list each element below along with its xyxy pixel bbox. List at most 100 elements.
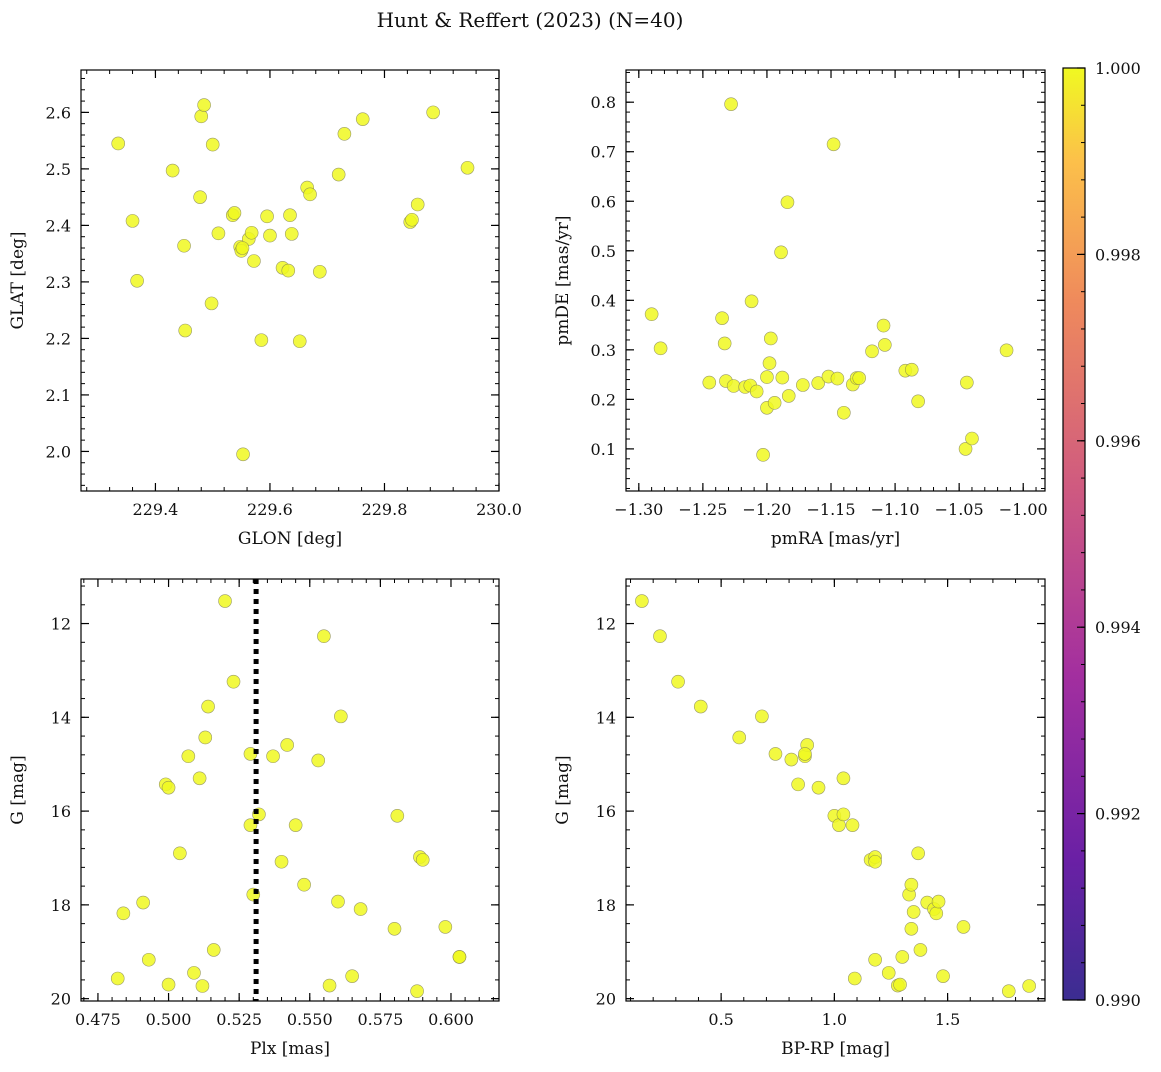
data-point bbox=[181, 749, 196, 764]
data-point bbox=[693, 699, 708, 714]
axes-frame bbox=[625, 578, 1046, 1002]
data-point bbox=[311, 753, 326, 768]
data-point bbox=[811, 376, 826, 390]
data-point bbox=[732, 730, 747, 745]
data-point bbox=[194, 109, 209, 124]
colorbar-gradient bbox=[1063, 68, 1085, 1000]
data-point bbox=[266, 749, 280, 764]
data-point bbox=[755, 709, 769, 724]
data-point bbox=[136, 895, 150, 910]
data-point bbox=[288, 818, 303, 832]
x-axis-label: pmRA [mas/yr] bbox=[771, 529, 900, 549]
data-point bbox=[141, 952, 156, 967]
data-point bbox=[956, 920, 971, 934]
data-point bbox=[460, 160, 475, 175]
y-axis-label: G [mag] bbox=[553, 755, 573, 824]
data-point bbox=[195, 979, 210, 993]
data-point bbox=[165, 163, 180, 178]
y-tick-label: 18 bbox=[596, 896, 616, 915]
data-point bbox=[893, 977, 907, 992]
data-point bbox=[405, 212, 419, 227]
data-point bbox=[125, 214, 140, 228]
data-point bbox=[111, 136, 126, 151]
data-point bbox=[244, 225, 259, 240]
data-point bbox=[292, 334, 307, 349]
data-point bbox=[811, 780, 826, 795]
x-tick-label: −1.20 bbox=[742, 500, 791, 519]
data-point bbox=[868, 854, 882, 869]
data-point bbox=[274, 854, 289, 869]
data-point bbox=[881, 966, 896, 980]
data-point bbox=[236, 447, 250, 462]
data-point bbox=[438, 920, 453, 934]
data-point bbox=[749, 384, 764, 399]
data-point bbox=[845, 818, 860, 832]
data-point bbox=[297, 877, 311, 892]
data-point bbox=[247, 254, 261, 268]
x-tick-label: 0.475 bbox=[75, 1010, 121, 1029]
x-tick-label: −1.30 bbox=[614, 500, 663, 519]
x-tick-label: 1.5 bbox=[935, 1010, 960, 1029]
data-point bbox=[744, 294, 759, 309]
data-point bbox=[193, 190, 207, 204]
x-tick-label: −1.15 bbox=[806, 500, 855, 519]
x-tick-label: −1.00 bbox=[999, 500, 1048, 519]
data-point bbox=[178, 323, 193, 338]
y-tick-label: 18 bbox=[51, 896, 71, 915]
data-point bbox=[904, 877, 919, 892]
data-point bbox=[317, 629, 331, 644]
data-point bbox=[173, 846, 187, 861]
data-point bbox=[796, 378, 810, 392]
y-tick-label: 0.7 bbox=[591, 143, 616, 162]
y-tick-label: 2.6 bbox=[46, 103, 71, 122]
y-tick-label: 0.3 bbox=[591, 341, 616, 360]
data-point bbox=[452, 950, 467, 964]
data-point bbox=[717, 336, 732, 351]
y-tick-label: 14 bbox=[596, 708, 616, 727]
data-point bbox=[192, 771, 207, 786]
panel-pm: −1.30 −1.25 −1.20 −1.15 −1.10 −1.05 −1.00 0.1 0.… bbox=[553, 69, 1048, 549]
data-point bbox=[653, 629, 667, 644]
x-axis-label: Plx [mas] bbox=[250, 1039, 330, 1059]
data-point bbox=[281, 263, 296, 278]
y-tick-label: 16 bbox=[51, 802, 71, 821]
data-point bbox=[876, 318, 891, 333]
panel-cmd: 0.5 1.0 1.5 12 14 16 18 20 BP-RP [mag] G [mag] bbox=[553, 578, 1046, 1059]
x-tick-label: −1.10 bbox=[871, 500, 920, 519]
colorbar-tick-label: 0.990 bbox=[1095, 991, 1141, 1010]
data-point bbox=[774, 245, 788, 260]
data-point bbox=[116, 906, 131, 921]
data-point bbox=[177, 238, 191, 253]
data-point bbox=[653, 341, 668, 356]
data-point bbox=[868, 952, 882, 967]
x-tick-label: 0.5 bbox=[708, 1010, 733, 1029]
x-tick-label: 229.4 bbox=[133, 500, 179, 519]
data-point bbox=[999, 343, 1014, 358]
data-point bbox=[280, 738, 294, 752]
data-point bbox=[161, 780, 176, 795]
x-tick-label: 0.525 bbox=[216, 1010, 262, 1029]
y-axis-label: G [mag] bbox=[8, 755, 28, 824]
figure-title: Hunt & Reffert (2023) (N=40) bbox=[377, 8, 684, 32]
data-point bbox=[895, 950, 910, 964]
colorbar-tick-label: 0.992 bbox=[1095, 805, 1141, 824]
y-tick-label: 20 bbox=[51, 990, 71, 1009]
colorbar-frame bbox=[1062, 67, 1086, 1001]
data-point bbox=[283, 208, 297, 223]
data-point bbox=[904, 921, 919, 936]
data-point bbox=[913, 943, 928, 957]
data-point bbox=[322, 978, 337, 993]
data-point bbox=[110, 971, 125, 986]
data-point bbox=[929, 906, 944, 921]
data-point bbox=[781, 389, 796, 403]
data-point bbox=[303, 187, 317, 202]
x-tick-label: 0.500 bbox=[146, 1010, 192, 1029]
data-point bbox=[201, 699, 215, 714]
data-point bbox=[837, 405, 851, 420]
x-tick-label: 1.0 bbox=[822, 1010, 847, 1029]
x-tick-label: 230.0 bbox=[476, 500, 522, 519]
data-point bbox=[227, 206, 242, 220]
data-point bbox=[235, 241, 250, 255]
data-point bbox=[353, 902, 368, 916]
